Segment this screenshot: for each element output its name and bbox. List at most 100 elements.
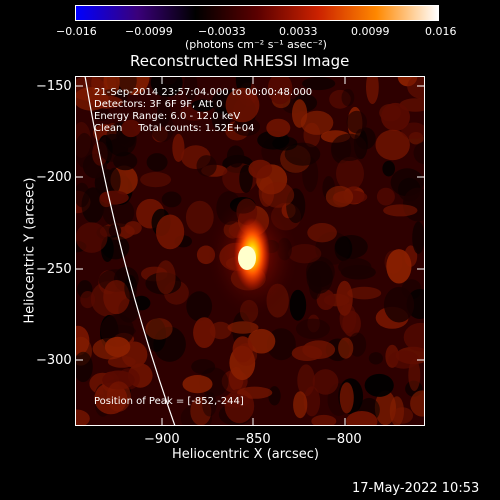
colorbar-tick-3: −0.0033: [198, 25, 246, 38]
noise-blob: [237, 386, 273, 399]
noise-blob: [388, 350, 420, 369]
noise-blob: [383, 286, 415, 323]
noise-blob: [339, 382, 354, 414]
noise-blob: [145, 318, 173, 340]
colorbar-tick-6: 0.016: [425, 25, 457, 38]
noise-blob: [100, 313, 135, 347]
noise-blob: [121, 119, 141, 138]
noise-blob: [375, 129, 410, 161]
noise-blob: [341, 88, 355, 107]
noise-blob: [225, 87, 260, 123]
colorbar-units: (photons cm⁻² s⁻¹ asec⁻²): [185, 38, 327, 51]
noise-blob: [383, 204, 418, 217]
noise-blob: [124, 275, 138, 301]
noise-blob: [191, 359, 216, 375]
noise-blob: [193, 317, 216, 348]
y-tick-label: −300: [36, 353, 72, 368]
noise-blob: [364, 373, 394, 397]
noise-blob: [382, 160, 396, 177]
noise-blob: [312, 369, 339, 395]
noise-blob: [185, 200, 214, 234]
noise-blob: [75, 222, 108, 253]
peak-position-label: Position of Peak = [-852,-244]: [94, 396, 244, 407]
x-tick-label: −900: [144, 432, 180, 447]
noise-blob: [186, 291, 213, 322]
noise-blob: [140, 172, 172, 188]
noise-blob: [410, 390, 425, 417]
noise-blob: [191, 99, 214, 112]
noise-blob: [267, 76, 293, 105]
y-tick-label: −250: [36, 262, 72, 277]
plot-title: Reconstructed RHESSI Image: [130, 52, 350, 70]
y-tick-label: −200: [36, 170, 72, 185]
noise-blob: [386, 249, 412, 284]
x-axis-label: Heliocentric X (arcsec): [172, 447, 319, 462]
noise-blob: [292, 99, 308, 128]
colorbar-tick-4: 0.0033: [279, 25, 318, 38]
noise-blob: [336, 156, 364, 191]
noise-blob: [75, 132, 94, 168]
noise-blob: [368, 352, 383, 365]
noise-blob: [389, 396, 404, 426]
noise-blob: [347, 286, 382, 300]
noise-blob: [403, 322, 425, 352]
noise-blob: [413, 141, 425, 165]
noise-blob: [232, 336, 253, 363]
noise-blob: [303, 386, 321, 417]
noise-blob: [346, 110, 367, 134]
x-tick-label: −800: [326, 432, 362, 447]
noise-blob: [157, 95, 171, 126]
noise-blob: [107, 167, 121, 195]
noise-blob: [182, 375, 213, 394]
colorbar-tick-5: 0.0099: [351, 25, 390, 38]
noise-blob: [331, 133, 367, 161]
noise-blob: [108, 224, 122, 238]
noise-blob: [80, 291, 96, 309]
noise-blob: [161, 191, 182, 208]
noise-blob: [232, 117, 260, 136]
noise-blob: [156, 214, 185, 250]
noise-blob: [248, 159, 273, 179]
noise-blob: [272, 136, 298, 151]
colorbar-tick-1: −0.016: [56, 25, 97, 38]
noise-blob: [311, 414, 337, 426]
noise-blob: [346, 411, 378, 426]
colorbar: [75, 5, 439, 21]
noise-blob: [227, 321, 259, 334]
x-tick-label: −850: [235, 432, 271, 447]
noise-blob: [247, 328, 276, 354]
flare-core: [238, 246, 256, 270]
noise-blob: [338, 337, 354, 359]
noise-blob: [366, 76, 379, 105]
noise-blob: [75, 351, 93, 383]
noise-blob: [306, 260, 333, 294]
noise-blob: [381, 102, 410, 132]
noise-blob: [124, 221, 142, 235]
noise-blob: [334, 235, 368, 259]
noise-blob: [391, 407, 414, 424]
noise-blob: [376, 187, 395, 206]
noise-blob: [222, 394, 250, 408]
noise-blob: [117, 76, 150, 95]
plot-frame: [75, 76, 425, 426]
noise-blob: [75, 409, 90, 426]
noise-blob: [90, 95, 123, 109]
noise-blob: [289, 289, 307, 321]
noise-blob: [102, 370, 135, 390]
image-plot: [75, 76, 425, 426]
info-clean-counts: Clean Total counts: 1.52E+04: [94, 123, 255, 134]
solar-limb: [84, 76, 176, 426]
noise-blob: [103, 280, 130, 315]
colorbar-tick-2: −0.0099: [125, 25, 173, 38]
info-time-range: 21-Sep-2014 23:57:04.000 to 00:00:48.000: [94, 87, 313, 98]
noise-blob: [300, 110, 334, 135]
noise-blob: [161, 76, 178, 85]
noise-blob: [99, 190, 129, 205]
noise-blob: [104, 336, 131, 357]
noise-blob: [146, 153, 168, 172]
info-detectors: Detectors: 3F 6F 9F, Att 0: [94, 99, 223, 110]
noise-blob: [316, 289, 336, 310]
noise-blob: [329, 89, 351, 109]
noise-blob: [302, 76, 336, 91]
noise-blob: [307, 223, 337, 243]
